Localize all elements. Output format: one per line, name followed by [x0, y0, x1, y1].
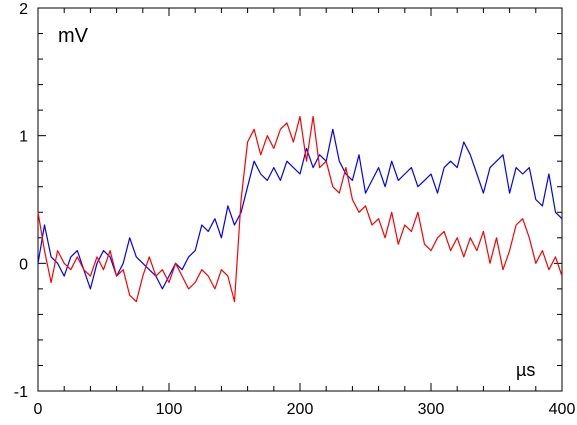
series-line-1	[37, 128, 563, 290]
x-tick-label: 400	[549, 401, 576, 418]
plot-frame	[37, 7, 563, 392]
y-tick-label: -1	[14, 384, 28, 401]
y-tick-label: 2	[19, 1, 28, 18]
x-tick-label: 0	[34, 401, 43, 418]
series-layer	[37, 115, 563, 303]
tick-labels: 0 100 200 300 400 -1 0 1 2	[14, 1, 576, 418]
series-line-2	[37, 115, 563, 303]
y-tick-label: 1	[19, 129, 28, 146]
x-tick-label: 200	[287, 401, 314, 418]
y-unit-label: mV	[58, 25, 89, 47]
y-tick-label: 0	[19, 256, 28, 273]
x-unit-label: µs	[516, 360, 535, 380]
tick-marks	[37, 7, 563, 392]
x-tick-label: 100	[156, 401, 183, 418]
x-tick-label: 300	[418, 401, 445, 418]
